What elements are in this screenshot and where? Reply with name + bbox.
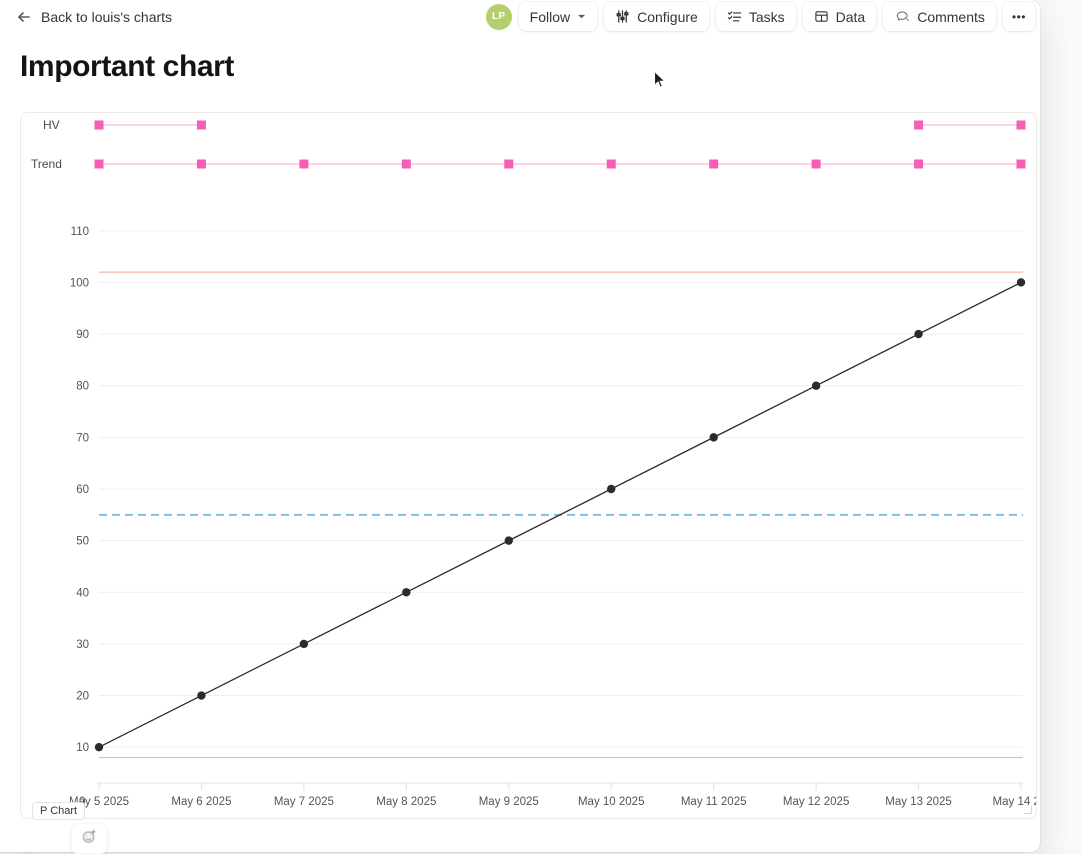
toolbar-actions: LP Follow Configure: [486, 0, 1040, 33]
data-label: Data: [836, 9, 866, 25]
y-tick-label: 110: [71, 226, 89, 238]
y-axis: 10 20 30 40 50 60 70 80 90 100 110: [70, 226, 1023, 754]
follow-button[interactable]: Follow: [519, 2, 597, 31]
marker-row-point: [197, 160, 206, 169]
sliders-icon: [615, 9, 630, 24]
y-tick-label: 70: [76, 432, 89, 444]
arrow-left-icon: [16, 9, 32, 25]
comment-bubbles-icon: [894, 9, 910, 24]
marker-row-point: [197, 121, 206, 130]
checklist-icon: [727, 9, 742, 24]
smiley-plus-icon: [81, 828, 98, 850]
marker-row-point: [1017, 160, 1026, 169]
marker-row-point: [402, 160, 411, 169]
y-tick-label: 60: [76, 484, 89, 496]
y-tick-label: 90: [76, 329, 89, 341]
marker-row-point: [607, 160, 616, 169]
data-button[interactable]: Data: [803, 2, 877, 31]
svg-text:Trend: Trend: [31, 157, 62, 171]
more-options-button[interactable]: •••: [1003, 2, 1035, 31]
marker-row-point: [709, 160, 718, 169]
marker-row-point: [95, 160, 104, 169]
series-point: [812, 382, 820, 390]
y-tick-label: 10: [76, 742, 89, 754]
y-tick-label: 100: [70, 277, 89, 289]
add-emoji-button[interactable]: [71, 824, 107, 854]
series-point: [1017, 278, 1025, 286]
series-point: [607, 485, 615, 493]
follow-label: Follow: [530, 9, 570, 25]
back-to-charts-button[interactable]: Back to louis's charts: [12, 5, 180, 29]
configure-button[interactable]: Configure: [604, 2, 709, 31]
back-button-label: Back to louis's charts: [41, 9, 172, 25]
x-tick-label: May 13 2025: [885, 796, 952, 808]
marker-row-point: [299, 160, 308, 169]
page-title: Important chart: [20, 50, 234, 84]
comments-button[interactable]: Comments: [883, 2, 996, 31]
comments-label: Comments: [917, 9, 985, 25]
marker-row-point: [914, 121, 923, 130]
x-tick-label: May 8 2025: [376, 796, 436, 808]
tasks-label: Tasks: [749, 9, 785, 25]
series-point: [709, 433, 717, 441]
marker-rows: [95, 121, 1026, 169]
marker-row-point: [95, 121, 104, 130]
chart-peek-panel: Important chart HV Trend 10 20 30 40 50 60 70 8…: [0, 0, 1040, 852]
marker-row-point: [1017, 121, 1026, 130]
y-tick-label: 80: [76, 381, 89, 393]
y-tick-label: 40: [76, 587, 89, 599]
chart-tab-p-chart[interactable]: P Chart: [32, 802, 85, 820]
marker-row-point: [504, 160, 513, 169]
svg-text:HV: HV: [43, 118, 60, 132]
chevron-down-icon: [577, 12, 586, 21]
chart-tab-bar: P Chart: [32, 802, 85, 820]
table-icon: [814, 9, 829, 24]
series-point: [197, 691, 205, 699]
ellipsis-icon: •••: [1012, 11, 1026, 23]
tasks-button[interactable]: Tasks: [716, 2, 796, 31]
y-tick-label: 30: [76, 639, 89, 651]
x-tick-label: May 6 2025: [171, 796, 231, 808]
x-tick-label: May 9 2025: [479, 796, 539, 808]
chart-resize-handle[interactable]: [1023, 805, 1033, 815]
series-point: [300, 640, 308, 648]
x-tick-label: May 11 2025: [681, 796, 747, 808]
marker-row-point: [812, 160, 821, 169]
marker-row-point: [914, 160, 923, 169]
series-point: [505, 536, 513, 544]
series-point: [914, 330, 922, 338]
peek-toolbar: Back to louis's charts LP Follow Con: [0, 0, 1040, 33]
y-tick-label: 20: [76, 691, 89, 703]
x-tick-label: May 7 2025: [274, 796, 334, 808]
y-tick-label: 50: [76, 536, 89, 548]
avatar[interactable]: LP: [486, 4, 512, 30]
series-point: [95, 743, 103, 751]
x-tick-label: May 12 2025: [783, 796, 850, 808]
x-tick-label: May 10 2025: [578, 796, 645, 808]
series-point: [402, 588, 410, 596]
configure-label: Configure: [637, 9, 698, 25]
